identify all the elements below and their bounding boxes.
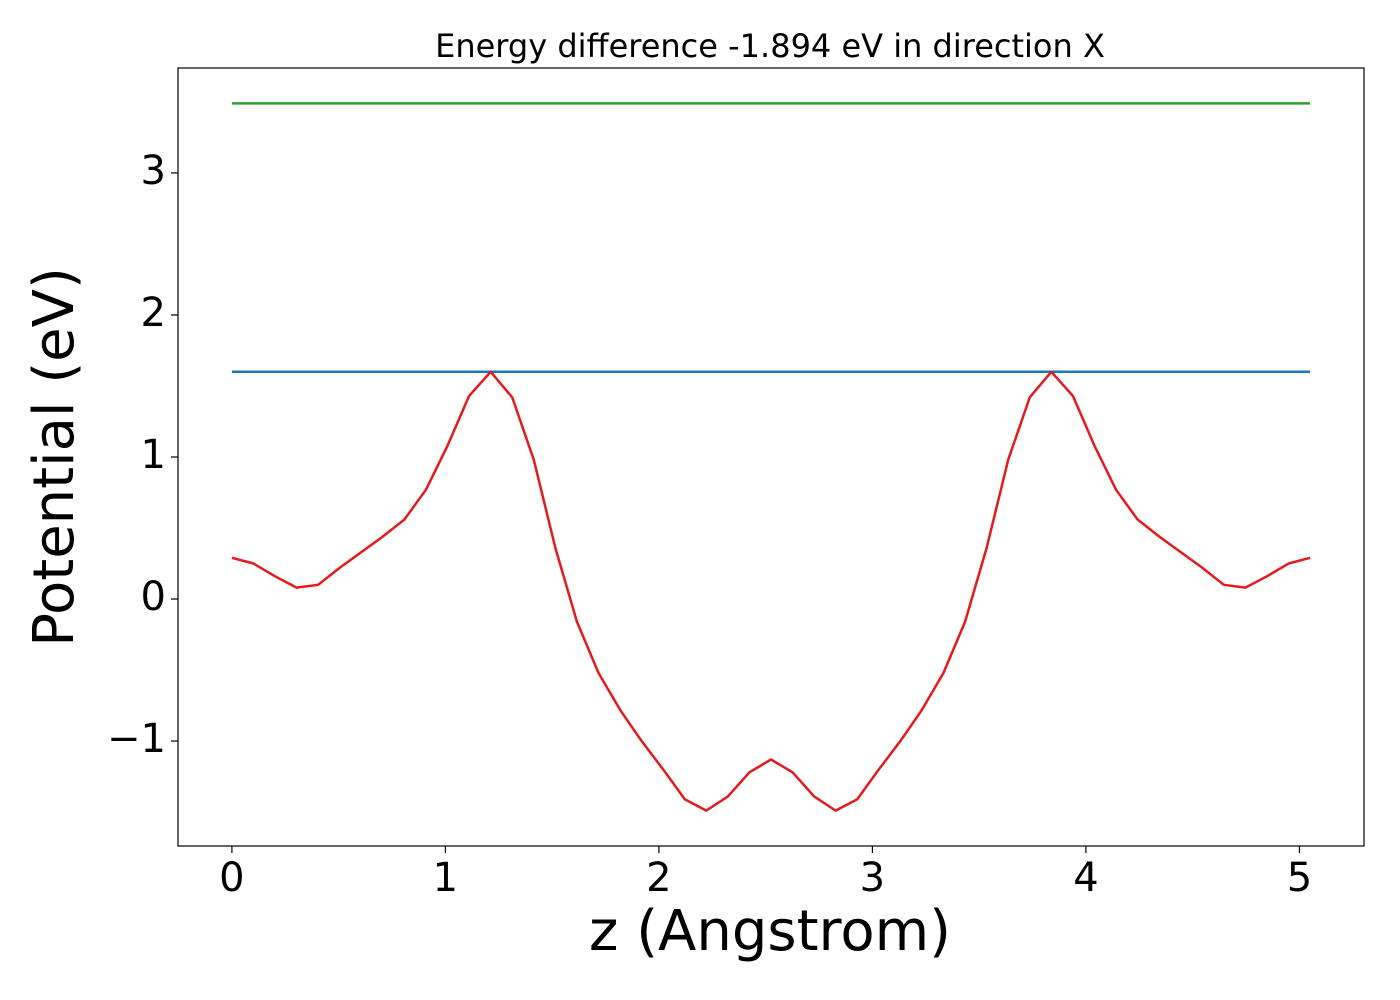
y-tick-label: 0 <box>141 574 166 620</box>
y-tick-label: 3 <box>141 148 166 194</box>
x-tick-label: 4 <box>1073 855 1098 901</box>
x-tick-label: 2 <box>646 855 671 901</box>
y-tick-label: 1 <box>141 432 166 478</box>
x-tick-label: 5 <box>1287 855 1312 901</box>
x-tick-label: 0 <box>219 855 244 901</box>
plot-frame <box>177 67 1365 847</box>
y-tick-label: −1 <box>107 716 166 762</box>
y-axis-label: Potential (eV) <box>22 267 87 647</box>
x-tick-label: 1 <box>433 855 458 901</box>
x-axis-label: z (Angstrom) <box>589 899 951 964</box>
chart-title: Energy difference -1.894 eV in direction… <box>435 27 1105 65</box>
line-series <box>231 370 1311 812</box>
x-tick-label: 3 <box>860 855 885 901</box>
y-tick-label: 2 <box>141 290 166 336</box>
